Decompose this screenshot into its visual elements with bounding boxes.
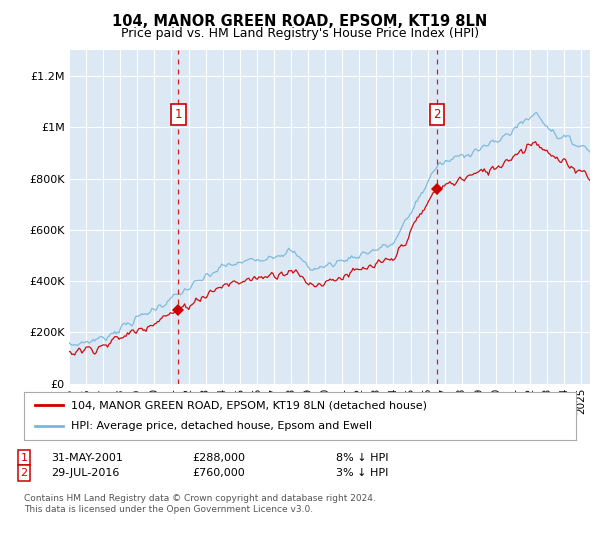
Text: £288,000: £288,000 [192,452,245,463]
Text: 104, MANOR GREEN ROAD, EPSOM, KT19 8LN: 104, MANOR GREEN ROAD, EPSOM, KT19 8LN [112,14,488,29]
Text: 1: 1 [175,108,182,121]
Text: Contains HM Land Registry data © Crown copyright and database right 2024.: Contains HM Land Registry data © Crown c… [24,494,376,503]
Text: 8% ↓ HPI: 8% ↓ HPI [336,452,389,463]
Text: 2: 2 [433,108,441,121]
Text: 3% ↓ HPI: 3% ↓ HPI [336,468,388,478]
Text: 1: 1 [20,452,28,463]
Text: £760,000: £760,000 [192,468,245,478]
Text: This data is licensed under the Open Government Licence v3.0.: This data is licensed under the Open Gov… [24,505,313,514]
Text: 29-JUL-2016: 29-JUL-2016 [51,468,119,478]
Text: Price paid vs. HM Land Registry's House Price Index (HPI): Price paid vs. HM Land Registry's House … [121,27,479,40]
Text: 31-MAY-2001: 31-MAY-2001 [51,452,123,463]
Text: 104, MANOR GREEN ROAD, EPSOM, KT19 8LN (detached house): 104, MANOR GREEN ROAD, EPSOM, KT19 8LN (… [71,400,427,410]
Text: 2: 2 [20,468,28,478]
Text: HPI: Average price, detached house, Epsom and Ewell: HPI: Average price, detached house, Epso… [71,421,372,431]
